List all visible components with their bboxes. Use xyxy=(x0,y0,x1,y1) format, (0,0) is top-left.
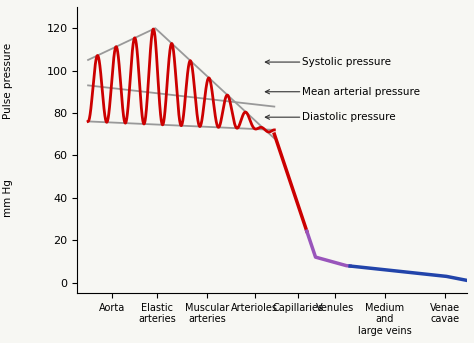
Text: mm Hg: mm Hg xyxy=(3,179,13,217)
Text: Mean arterial pressure: Mean arterial pressure xyxy=(265,87,420,97)
Text: Diastolic pressure: Diastolic pressure xyxy=(265,112,396,122)
Text: Systolic pressure: Systolic pressure xyxy=(265,57,392,67)
Text: Pulse pressure: Pulse pressure xyxy=(3,43,13,119)
